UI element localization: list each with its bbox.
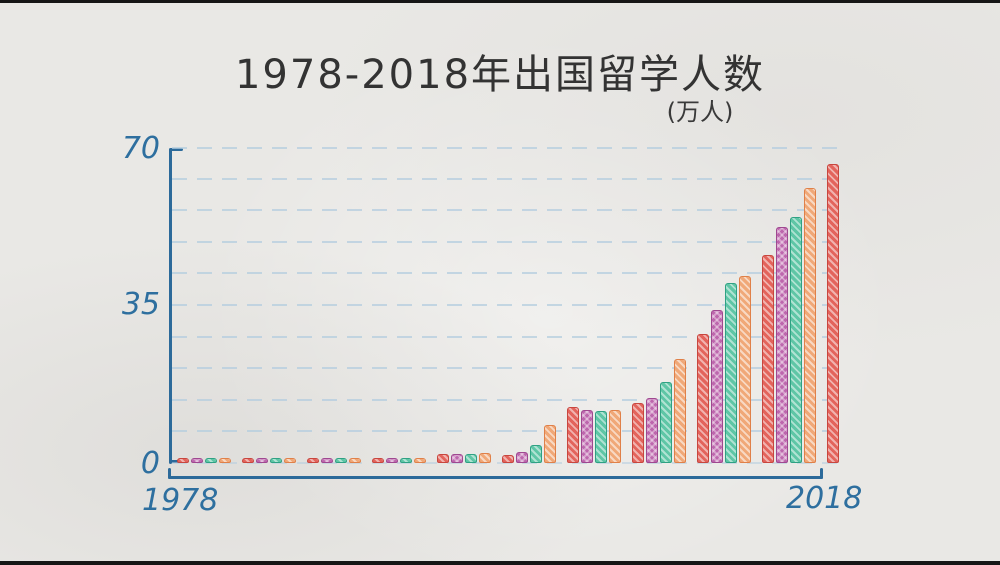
bar-2010	[697, 334, 709, 463]
bar-2008	[660, 382, 672, 463]
bar-1997	[479, 453, 491, 463]
bar-1987	[321, 458, 333, 463]
bar-1978	[177, 458, 189, 463]
bar-2006	[632, 403, 644, 463]
bar-2007	[646, 398, 658, 463]
bar-1996	[465, 454, 477, 463]
bar-1998	[502, 455, 514, 463]
bar-1980	[205, 458, 217, 463]
bar-1983	[256, 458, 268, 463]
bar-2012	[725, 283, 737, 463]
y-tick-label-70: 70	[121, 131, 160, 166]
bar-2001	[544, 425, 556, 463]
bar-2003	[581, 410, 593, 463]
bar-1995	[451, 454, 463, 463]
gridline-14	[172, 398, 838, 401]
y-tick-label-0: 0	[140, 446, 160, 481]
bar-1985	[284, 458, 296, 463]
gridline-35	[172, 304, 838, 306]
letterbox-top	[0, 0, 1000, 3]
gridline-42	[172, 272, 838, 275]
bar-2015	[776, 227, 788, 463]
bar-2013	[739, 276, 751, 463]
bar-2011	[711, 310, 723, 463]
bar-1988	[335, 458, 347, 463]
y-axis-line	[169, 148, 172, 464]
bars	[177, 147, 839, 463]
chart-title: 1978-2018年出国留学人数	[234, 52, 766, 98]
bar-1986	[307, 458, 319, 463]
bar-1999	[516, 452, 528, 463]
gridline-63	[172, 177, 838, 180]
gridline-28	[172, 335, 838, 338]
y-axis-tick-bottom	[170, 460, 182, 463]
gridline-7	[172, 430, 838, 433]
bar-2005	[609, 410, 621, 463]
bar-1991	[386, 458, 398, 463]
x-axis-label-start: 1978	[142, 483, 219, 518]
x-axis-tick-right	[820, 468, 823, 479]
bar-2016	[790, 217, 802, 463]
x-axis-tick-left	[168, 468, 171, 479]
bar-1993	[414, 458, 426, 463]
bar-1982	[242, 458, 254, 463]
y-tick-label-35: 35	[121, 287, 160, 322]
plot-area	[172, 147, 839, 464]
y-axis-tick-top	[170, 148, 183, 151]
bar-2009	[674, 359, 686, 463]
bar-2002	[567, 407, 579, 463]
gridline-70	[172, 147, 838, 149]
gridline-baseline	[172, 462, 838, 464]
bar-2018	[827, 164, 839, 463]
x-axis-line	[168, 476, 823, 479]
bar-2014	[762, 255, 774, 463]
chart-unit-label: (万人)	[666, 98, 734, 126]
gridline-49	[172, 240, 838, 243]
bar-1994	[437, 454, 449, 463]
bar-1992	[400, 458, 412, 463]
bar-1990	[372, 458, 384, 463]
bar-1981	[219, 458, 231, 463]
bar-1979	[191, 458, 203, 463]
gridline-21	[172, 367, 838, 370]
bar-2004	[595, 411, 607, 463]
bar-2017	[804, 188, 816, 463]
letterbox-bottom	[0, 561, 1000, 565]
gridline-56	[172, 209, 838, 212]
bar-1989	[349, 458, 361, 463]
bar-2000	[530, 445, 542, 463]
x-axis-label-end: 2018	[786, 481, 863, 516]
bar-1984	[270, 458, 282, 463]
